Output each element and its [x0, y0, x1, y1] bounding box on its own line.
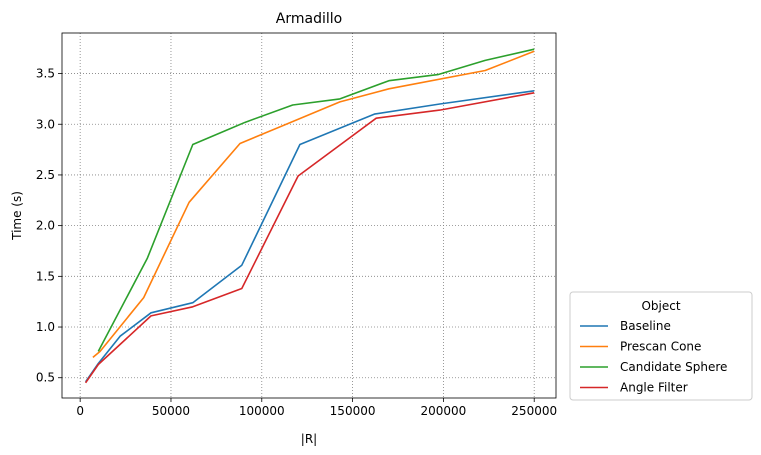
x-tick-label: 200000: [420, 404, 466, 418]
x-tick-label: 0: [76, 404, 84, 418]
legend-title: Object: [641, 299, 680, 313]
x-tick-label: 250000: [511, 404, 557, 418]
y-axis-ticks: 0.5 1.0 1.5 2.0 2.5 3.0 3.5: [36, 67, 62, 385]
y-tick-label: 1.5: [36, 269, 55, 283]
series-line-candidate-sphere: [97, 48, 535, 352]
legend-label-candidate-sphere: Candidate Sphere: [620, 360, 727, 374]
y-axis-label: Time (s): [10, 191, 24, 241]
y-tick-label: 2.5: [36, 168, 55, 182]
y-tick-label: 3.0: [36, 117, 55, 131]
legend-label-angle-filter: Angle Filter: [620, 381, 688, 395]
y-tick-label: 0.5: [36, 371, 55, 385]
x-tick-label: 50000: [152, 404, 190, 418]
series-line-prescan-cone: [92, 50, 535, 359]
x-tick-label: 100000: [239, 404, 285, 418]
plot-frame: [61, 32, 557, 399]
legend-label-prescan-cone: Prescan Cone: [620, 340, 701, 354]
series-lines: [84, 48, 535, 384]
x-tick-label: 150000: [330, 404, 376, 418]
legend-box: [569, 291, 753, 401]
y-tick-label: 1.0: [36, 320, 55, 334]
x-axis-ticks: 0 50000 100000 150000 200000 250000: [76, 398, 557, 418]
y-tick-label: 3.5: [36, 67, 55, 81]
legend: Object Baseline Prescan Cone Candidate Sph…: [569, 291, 753, 401]
series-line-angle-filter: [84, 92, 535, 384]
chart-title: Armadillo: [276, 11, 342, 27]
y-tick-label: 2.0: [36, 219, 55, 233]
series-line-baseline: [84, 90, 535, 383]
legend-label-baseline: Baseline: [620, 319, 671, 333]
x-axis-label: |R|: [301, 432, 317, 446]
plot-area: [62, 33, 556, 398]
